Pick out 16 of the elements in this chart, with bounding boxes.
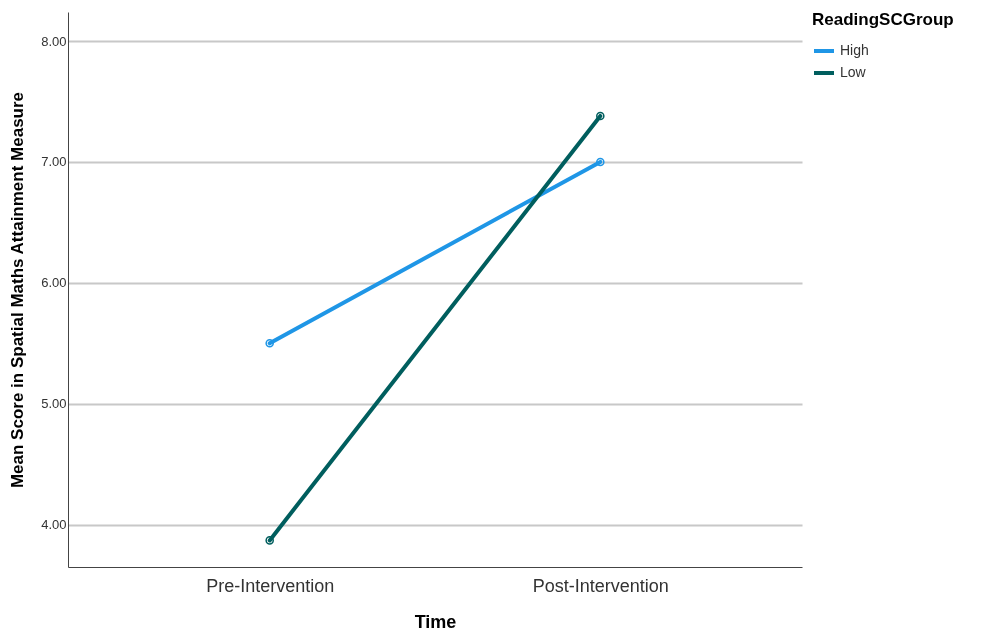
legend-title: ReadingSCGroup [812, 10, 954, 29]
y-axis-title: Mean Score in Spatial Maths Attainment Measure [8, 91, 28, 489]
y-tick-label: 4.00 [41, 517, 67, 533]
legend-label: High [840, 42, 869, 58]
point [265, 536, 274, 545]
x-axis-title: Time [414, 611, 457, 632]
x-tick-label: Post-Intervention [532, 575, 669, 596]
y-tick-label: 5.00 [41, 396, 67, 412]
x-tick-label: Pre-Intervention [206, 575, 335, 596]
y-tick-label: 8.00 [41, 33, 67, 49]
y-tick-label: 7.00 [41, 154, 67, 170]
point [596, 111, 605, 121]
point [596, 157, 605, 167]
legend-label: Low [840, 64, 867, 80]
y-tick-label: 6.00 [41, 275, 67, 291]
point [265, 339, 274, 348]
